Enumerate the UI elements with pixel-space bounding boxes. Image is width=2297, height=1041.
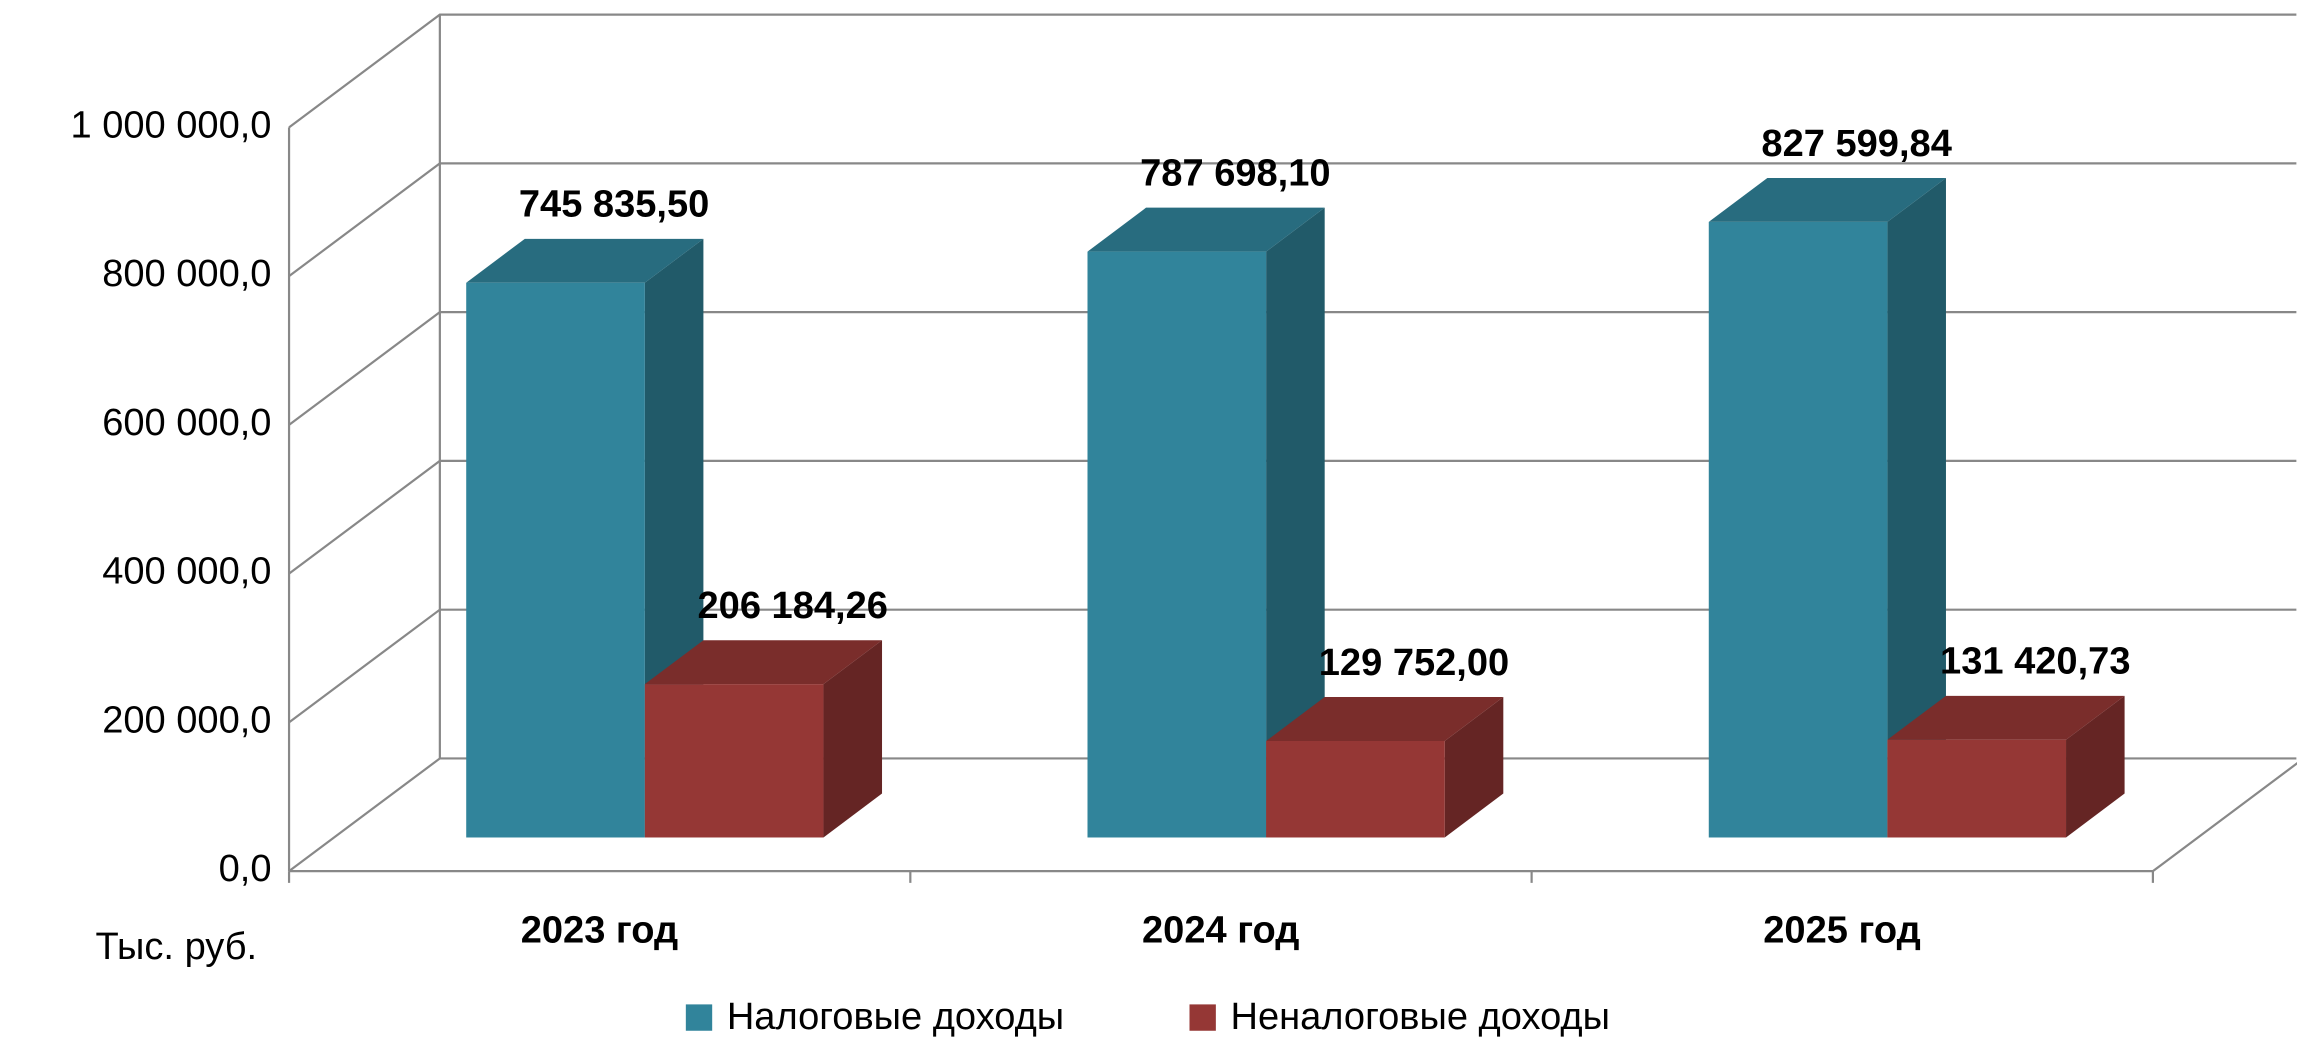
bar-top [1087, 207, 1325, 252]
y-tick-label: 0,0 [219, 848, 272, 890]
grid-line [288, 757, 2297, 873]
bar-top [644, 640, 883, 685]
data-label: 745 835,50 [519, 184, 709, 226]
bar-top [1887, 695, 2125, 740]
x-tick-label: 2025 год [1763, 910, 1920, 952]
x-tick-label: 2023 год [521, 910, 678, 952]
legend-label: Налоговые доходы [727, 996, 1064, 1038]
data-label: 827 599,84 [1761, 123, 1951, 165]
grid-line [288, 311, 2297, 426]
data-label: 131 420,73 [1940, 641, 2130, 683]
grid-line [288, 608, 2297, 724]
grid-line [288, 459, 2297, 575]
bar [644, 684, 824, 838]
x-tick-label: 2024 год [1142, 910, 1299, 952]
bar [1087, 251, 1267, 838]
grid-line [288, 162, 2297, 278]
y-tick-label: 600 000,0 [102, 402, 271, 444]
legend-swatch [685, 1004, 713, 1031]
bar-side [2066, 695, 2125, 838]
legend-label: Неналоговые доходы [1230, 996, 1609, 1038]
bar [1708, 221, 1888, 838]
bar-top [1708, 178, 1946, 222]
bar-side [1887, 178, 1946, 838]
y-tick-label: 1 000 000,0 [70, 104, 271, 146]
bar-top [1266, 697, 1504, 741]
bar [1887, 739, 2067, 838]
bar [466, 282, 645, 838]
y-tick-label: 200 000,0 [102, 699, 271, 741]
legend-swatch [1189, 1004, 1216, 1031]
bar-top [466, 238, 704, 283]
grid-line [288, 13, 2297, 129]
data-label: 129 752,00 [1319, 642, 1509, 684]
bar-side [1266, 207, 1325, 838]
y-tick-label: 400 000,0 [102, 551, 271, 593]
data-label: 787 698,10 [1140, 153, 1330, 195]
data-label: 206 184,26 [698, 585, 888, 627]
bar-side [1444, 697, 1504, 838]
y-tick-label: 800 000,0 [102, 253, 271, 295]
bar [1266, 740, 1445, 838]
y-axis-label: Тыс. руб. [96, 926, 258, 968]
bar-side [823, 640, 883, 838]
